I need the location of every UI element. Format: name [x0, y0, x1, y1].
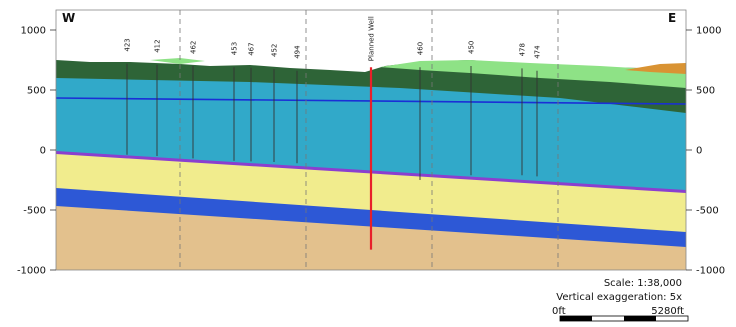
layer-orange-top: [625, 63, 686, 74]
planned-well-group: Planned Well: [368, 16, 376, 250]
right-tick-label: 1000: [696, 26, 721, 37]
vertical-gridlines: [179, 10, 559, 270]
scale-bar-start-label: 0ft: [552, 306, 566, 317]
well-label: 412: [154, 39, 162, 52]
scale-bar-end-label: 5280ft: [651, 306, 684, 317]
left-tick-label: 500: [27, 86, 46, 97]
right-tick-label: -500: [696, 206, 719, 217]
well-label: 423: [124, 38, 132, 51]
well-label: 460: [417, 42, 425, 55]
right-tick-label: 500: [696, 86, 715, 97]
planned-well-label: Planned Well: [368, 16, 376, 61]
well-label: 478: [519, 43, 527, 56]
left-tick-label: 1000: [21, 26, 46, 37]
right-axis-ticks: 1000 500 0 -500 -1000: [686, 26, 725, 277]
existing-wells: 423 412 462 453 467 452 494 460 450 478 474: [124, 38, 542, 180]
well-label: 494: [294, 45, 302, 59]
plot-frame: [55, 9, 687, 271]
left-axis-ticks: 1000 500 0 -500 -1000: [17, 26, 56, 277]
left-tick-label: -1000: [17, 266, 46, 277]
well-label: 452: [271, 44, 279, 57]
left-tick-label: -500: [23, 206, 46, 217]
layer-light-green-patch: [150, 58, 205, 64]
left-tick-label: 0: [40, 146, 46, 157]
vertical-exaggeration-text: Vertical exaggeration: 5x: [556, 292, 682, 303]
well-label: 450: [468, 41, 476, 54]
direction-west-label: W: [62, 11, 75, 25]
direction-east-label: E: [668, 11, 676, 25]
layer-light-green-hill: [380, 60, 686, 88]
scale-ratio-text: Scale: 1:38,000: [604, 278, 682, 289]
right-tick-label: 0: [696, 146, 702, 157]
well-label: 474: [534, 45, 542, 59]
well-label: 462: [190, 41, 198, 54]
right-tick-label: -1000: [696, 266, 725, 277]
scale-bar: [559, 315, 689, 322]
well-label: 467: [248, 42, 256, 55]
well-label: 453: [231, 42, 239, 55]
